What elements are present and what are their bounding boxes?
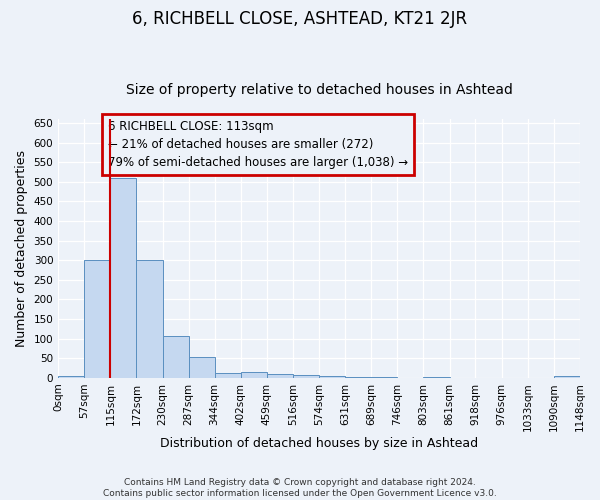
Bar xyxy=(293,374,319,378)
Bar xyxy=(58,376,84,378)
Bar xyxy=(84,260,110,378)
Title: Size of property relative to detached houses in Ashtead: Size of property relative to detached ho… xyxy=(125,83,512,97)
Bar xyxy=(554,376,580,378)
X-axis label: Distribution of detached houses by size in Ashtead: Distribution of detached houses by size … xyxy=(160,437,478,450)
Bar xyxy=(110,178,136,378)
Text: Contains HM Land Registry data © Crown copyright and database right 2024.
Contai: Contains HM Land Registry data © Crown c… xyxy=(103,478,497,498)
Bar xyxy=(267,374,293,378)
Text: 6 RICHBELL CLOSE: 113sqm
← 21% of detached houses are smaller (272)
79% of semi-: 6 RICHBELL CLOSE: 113sqm ← 21% of detach… xyxy=(108,120,408,170)
Bar xyxy=(241,372,267,378)
Bar xyxy=(188,357,215,378)
Bar xyxy=(136,260,163,378)
Bar xyxy=(163,336,188,378)
Text: 6, RICHBELL CLOSE, ASHTEAD, KT21 2JR: 6, RICHBELL CLOSE, ASHTEAD, KT21 2JR xyxy=(133,10,467,28)
Bar xyxy=(215,372,241,378)
Bar xyxy=(319,376,345,378)
Y-axis label: Number of detached properties: Number of detached properties xyxy=(15,150,28,347)
